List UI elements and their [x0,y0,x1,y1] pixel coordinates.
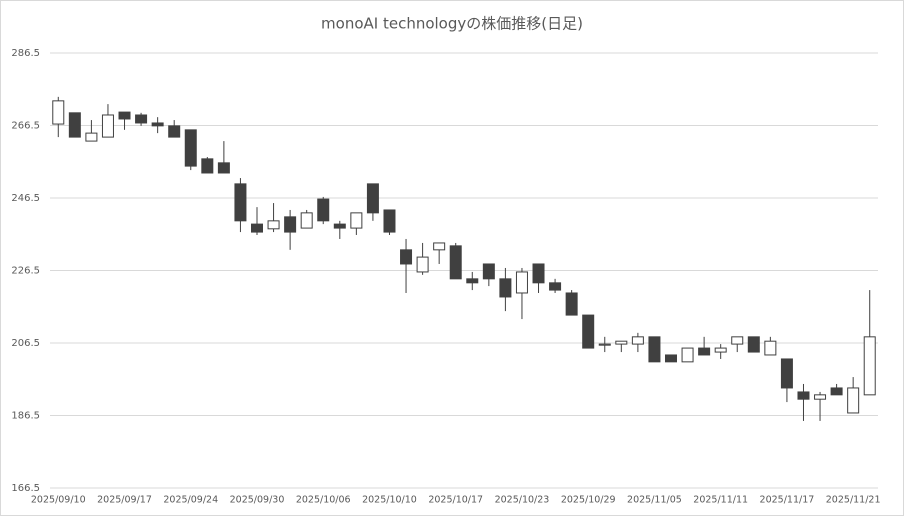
x-tick-label: 2025/11/21 [826,495,881,506]
candle-body [251,223,263,233]
candle-body [184,129,197,167]
candle-body [267,220,280,230]
candle-body [217,162,230,174]
candle-body [416,256,429,273]
x-tick-label: 2025/10/10 [362,495,417,506]
candle-body [433,242,446,251]
candle-body [532,263,545,284]
candle-body [830,387,843,396]
candle-body [814,394,827,400]
x-tick-label: 2025/09/10 [31,495,86,506]
candle-body [151,122,164,127]
candle-body [366,183,379,214]
candle-body [317,198,330,222]
x-tick-label: 2025/11/17 [760,495,815,506]
candle-body [234,183,247,222]
x-tick-label: 2025/09/17 [97,495,152,506]
candle-body [85,132,98,142]
candle-body [615,340,628,345]
candle-body [168,125,181,138]
candle-body [482,263,495,280]
y-tick-label: 246.5 [11,193,40,204]
candle-body [598,343,611,346]
candle-body [731,336,744,345]
candle-body [135,114,148,124]
candle-body [565,292,578,316]
candle-body [101,114,114,138]
y-tick-label: 226.5 [11,266,40,277]
candle-body [515,271,528,294]
candle-body [764,340,777,356]
candle-body [333,223,346,229]
candle-body [300,212,313,229]
y-tick-label: 186.5 [11,411,40,422]
candle-body [797,391,810,400]
x-tick-label: 2025/11/05 [627,495,682,506]
candle-body [549,282,562,291]
x-tick-label: 2025/10/06 [296,495,351,506]
candle-body [863,336,876,396]
x-tick-label: 2025/10/23 [495,495,550,506]
candle-body [400,249,413,265]
x-tick-label: 2025/09/24 [163,495,218,506]
x-tick-label: 2025/10/17 [428,495,483,506]
x-tick-label: 2025/10/29 [561,495,616,506]
y-tick-label: 166.5 [11,483,40,494]
candle-body [665,354,677,363]
chart-title: monoAI technologyの株価推移(日足) [321,15,583,33]
candle-body [847,387,860,414]
candle-body [201,158,214,174]
candle-body [284,216,297,233]
candle-body [681,347,694,363]
candle-body [449,245,462,280]
candle-body [714,347,727,353]
candle-body [499,278,512,298]
candle-body [383,209,396,233]
candle-body [747,336,760,353]
y-tick-label: 286.5 [11,48,40,59]
x-tick-label: 2025/11/11 [693,495,748,506]
y-tick-label: 206.5 [11,338,40,349]
candle-body [466,278,479,284]
candle-body [582,314,595,349]
x-tick-label: 2025/09/30 [230,495,285,506]
candle-body [68,112,81,138]
candle-body [631,336,644,345]
candle-body [52,100,65,125]
candle-body [350,212,363,229]
y-tick-label: 266.5 [11,121,40,132]
candle-body [780,358,793,389]
candle-body [118,111,131,120]
candle-body [698,347,711,356]
candle-body [648,336,661,363]
